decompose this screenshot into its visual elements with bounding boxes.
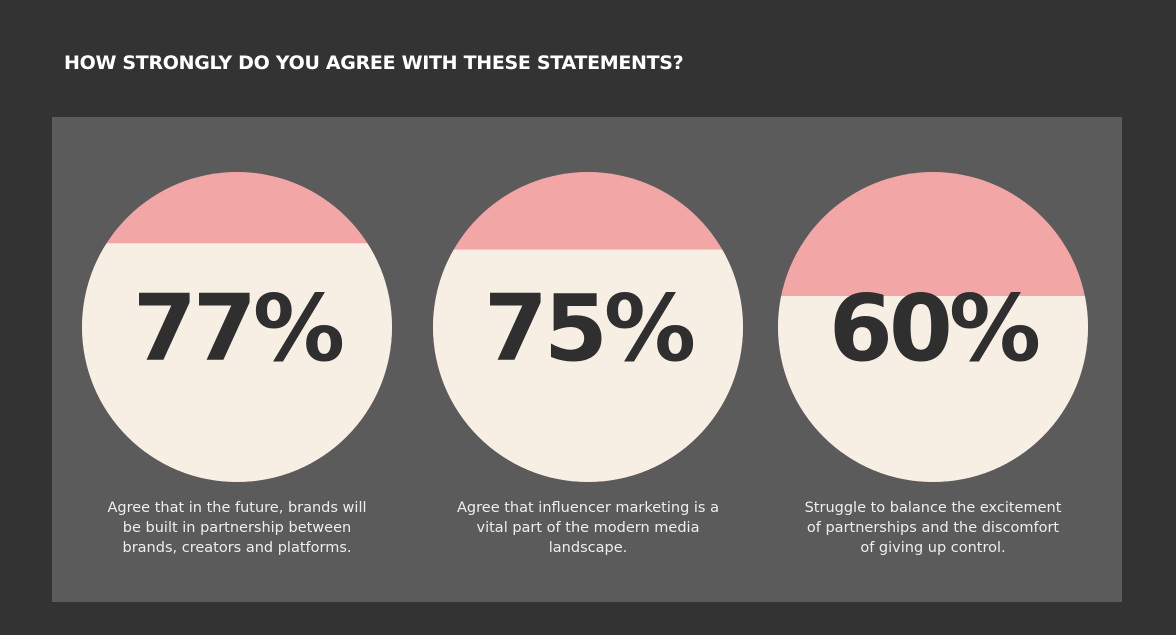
description: Struggle to balance the excitement of pa… [804, 500, 1062, 556]
description: Agree that in the future, brands will be… [107, 500, 367, 556]
description: Agree that influencer marketing is a vit… [457, 500, 719, 556]
value-label: 77% [133, 275, 343, 382]
chart-title: HOW STRONGLY DO YOU AGREE WITH THESE STA… [64, 52, 684, 74]
value-label: 75% [484, 275, 694, 382]
circle-fill [82, 243, 392, 482]
value-label: 60% [829, 275, 1039, 382]
